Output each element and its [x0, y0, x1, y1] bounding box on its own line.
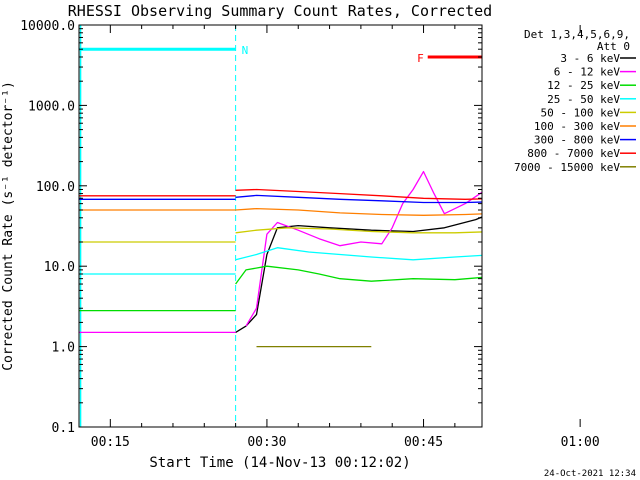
x-tick-label: 00:30: [247, 435, 286, 450]
legend-label: 800 - 7000 keV: [527, 147, 620, 160]
y-tick-label: 1000.0: [28, 99, 75, 114]
y-axis-label: Corrected Count Rate (s⁻¹ detector⁻¹): [1, 81, 16, 371]
series-line-1: [235, 216, 482, 333]
flag-labels: NFS: [242, 44, 424, 65]
series-line-3: [235, 265, 482, 285]
legend-title-line2: Att 0: [597, 40, 630, 53]
y-tick-label: 100.0: [36, 180, 75, 195]
legend-label: 50 - 100 keV: [541, 106, 621, 119]
legend-label: 300 - 800 keV: [534, 134, 620, 147]
flag-label-N: N: [242, 44, 249, 57]
footer-date: 24-Oct-2021 12:34: [544, 469, 636, 479]
series-line-8: [235, 188, 482, 200]
y-tick-label: 1.0: [52, 341, 75, 356]
y-tick-label: 10000.0: [20, 19, 75, 34]
legend-label: 12 - 25 keV: [547, 79, 620, 92]
y-tick-label: 10.0: [44, 260, 75, 275]
annotations-layer: [79, 25, 482, 427]
legend-label: 25 - 50 keV: [547, 93, 620, 106]
series-line-7: [235, 194, 482, 204]
x-axis-label: Start Time (14-Nov-13 00:12:02): [149, 455, 410, 471]
x-tick-label: 00:15: [91, 435, 130, 450]
series-layer: [79, 170, 482, 348]
legend-label: 6 - 12 keV: [554, 66, 621, 79]
x-tick-label: 00:45: [404, 435, 443, 450]
series-line-4: [235, 247, 482, 261]
series-line-5: [235, 227, 482, 234]
series-line-2: [245, 170, 482, 327]
y-axis: 10000.0 1000.0 100.0 10.0 1.0 0.1: [20, 19, 482, 436]
flag-label-F: F: [417, 52, 424, 65]
legend-label: 3 - 6 keV: [560, 52, 620, 65]
legend-label: 100 - 300 keV: [534, 120, 620, 133]
x-tick-label: 01:00: [561, 435, 600, 450]
legend-title-line1: Det 1,3,4,5,6,9,: [524, 28, 630, 41]
series-line-6: [235, 207, 482, 216]
chart-title: RHESSI Observing Summary Count Rates, Co…: [68, 2, 492, 20]
plot-frame: [78, 24, 483, 428]
y-tick-label: 0.1: [52, 421, 75, 436]
legend-label: 7000 - 15000 keV: [514, 161, 620, 174]
